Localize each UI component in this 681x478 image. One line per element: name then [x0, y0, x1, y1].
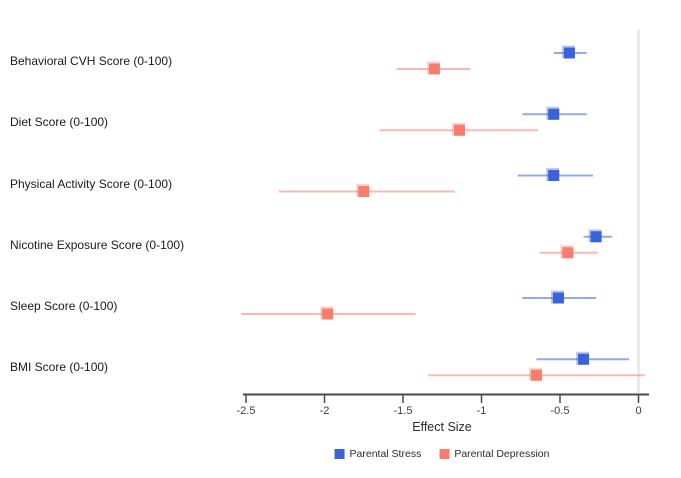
- legend-swatch-icon: [439, 449, 450, 459]
- legend: Parental Stress Parental Depression: [334, 448, 549, 460]
- estimate-marker-parental-depression: [428, 63, 440, 75]
- legend-swatch-icon: [334, 449, 345, 459]
- estimate-marker-parental-stress: [548, 108, 560, 120]
- estimate-marker-parental-stress: [590, 231, 602, 243]
- x-tick-label: 0: [635, 405, 642, 417]
- estimate-marker-parental-depression: [322, 308, 334, 320]
- estimate-marker-parental-depression: [358, 186, 370, 197]
- legend-label: Parental Stress: [349, 448, 422, 460]
- x-axis-title: Effect Size: [412, 420, 472, 434]
- estimate-marker-parental-stress: [578, 353, 590, 365]
- estimate-marker-parental-depression: [562, 247, 574, 259]
- x-tick-label: -0.5: [550, 405, 570, 417]
- category-label: Sleep Score (0-100): [10, 299, 118, 313]
- x-tick-label: -1.5: [393, 405, 413, 417]
- category-label: Nicotine Exposure Score (0-100): [10, 237, 185, 252]
- category-label: Behavioral CVH Score (0-100): [10, 54, 173, 68]
- category-label: Diet Score (0-100): [10, 115, 109, 130]
- estimate-marker-parental-stress: [548, 170, 560, 181]
- estimate-marker-parental-depression: [454, 124, 466, 136]
- estimate-marker-parental-depression: [530, 369, 542, 381]
- x-tick-label: -2: [319, 405, 330, 417]
- x-tick-label: -2.5: [236, 405, 256, 417]
- category-label: BMI Score (0-100): [10, 360, 109, 375]
- category-label: Physical Activity Score (0-100): [10, 176, 173, 191]
- estimate-marker-parental-stress: [563, 47, 575, 59]
- legend-item-parental-depression: Parental Depression: [439, 448, 549, 460]
- x-tick-label: -1: [476, 405, 487, 417]
- legend-label: Parental Depression: [454, 448, 550, 460]
- legend-item-parental-stress: Parental Stress: [334, 448, 422, 460]
- estimate-marker-parental-stress: [552, 292, 564, 304]
